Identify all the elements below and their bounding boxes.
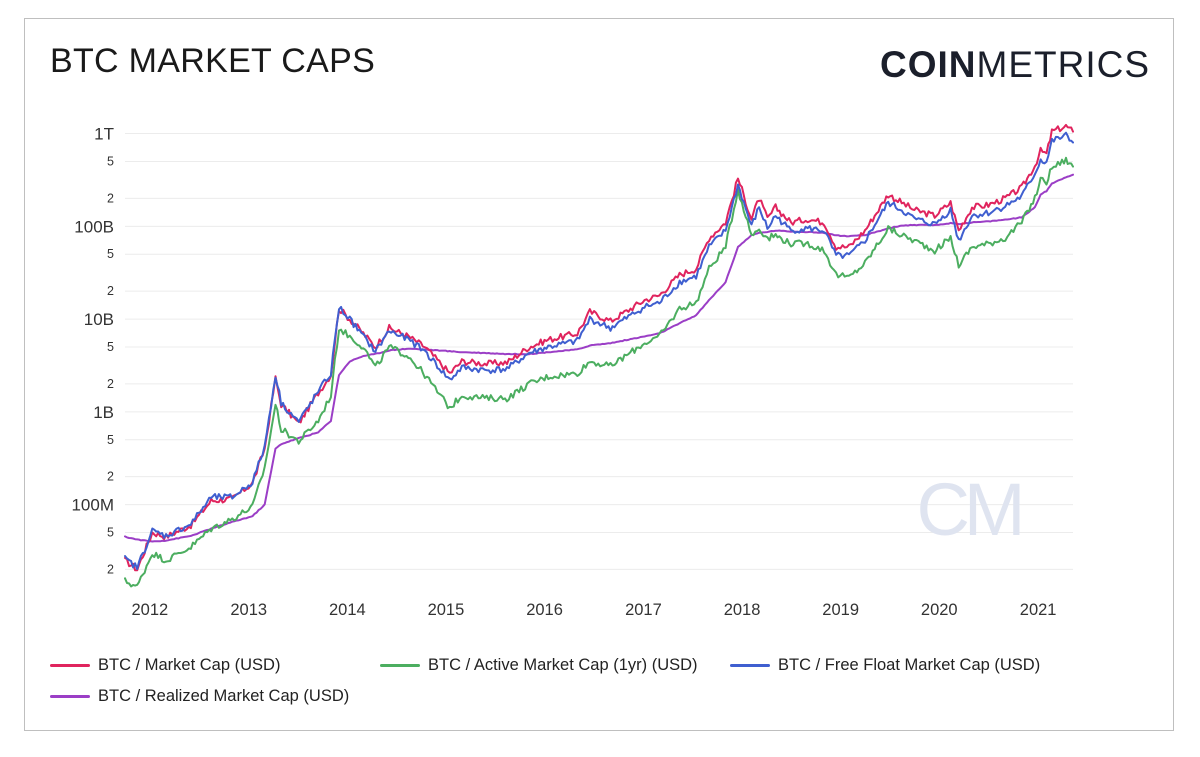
legend-item-realized-market-cap[interactable]: BTC / Realized Market Cap (USD) — [50, 687, 349, 706]
chart-card — [24, 18, 1174, 731]
x-tick-label: 2016 — [526, 601, 563, 619]
x-tick-label: 2019 — [822, 601, 859, 619]
legend-item-active-market-cap[interactable]: BTC / Active Market Cap (1yr) (USD) — [380, 656, 698, 675]
y-tick-label: 2 — [107, 562, 114, 576]
series-lines — [124, 123, 1074, 588]
y-axis-ticks: 2 5 100M 2 5 1B 2 5 10B 2 5 100B 2 5 1T — [71, 125, 114, 577]
series-line-market-cap — [124, 123, 1074, 572]
legend-item-free-float-market-cap[interactable]: BTC / Free Float Market Cap (USD) — [730, 656, 1040, 675]
watermark-logo: CM — [916, 468, 1025, 551]
y-tick-label: 10B — [84, 310, 114, 329]
y-tick-label: 100B — [74, 217, 114, 236]
x-tick-label: 2017 — [625, 601, 662, 619]
x-tick-label: 2012 — [131, 601, 168, 619]
x-axis-ticks: 2012 2013 2014 2015 2016 2017 2018 2019 2020 2021 — [131, 601, 1056, 619]
legend-item-market-cap[interactable]: BTC / Market Cap (USD) — [50, 656, 280, 675]
x-tick-label: 2013 — [230, 601, 267, 619]
y-tick-label: 100M — [71, 496, 114, 515]
legend-label-market-cap: BTC / Market Cap (USD) — [98, 656, 281, 674]
legend-swatch-free-float-market-cap — [730, 664, 770, 667]
x-tick-label: 2020 — [921, 601, 958, 619]
y-tick-label: 5 — [107, 247, 114, 261]
y-tick-label: 1T — [94, 125, 114, 144]
legend-swatch-realized-market-cap — [50, 695, 90, 698]
legend-label-realized-market-cap: BTC / Realized Market Cap (USD) — [98, 687, 350, 705]
y-tick-label: 5 — [107, 433, 114, 447]
legend-swatch-market-cap — [50, 664, 90, 667]
legend-label-free-float-market-cap: BTC / Free Float Market Cap (USD) — [778, 656, 1041, 674]
brand-logo: COINMETRICS — [880, 44, 1150, 86]
y-tick-label: 5 — [107, 154, 114, 168]
legend-label-active-market-cap: BTC / Active Market Cap (1yr) (USD) — [428, 656, 698, 674]
x-tick-label: 2021 — [1020, 601, 1057, 619]
brand-logo-bold: COIN — [880, 44, 977, 85]
x-tick-label: 2015 — [428, 601, 465, 619]
legend-swatch-active-market-cap — [380, 664, 420, 667]
y-tick-label: 1B — [93, 403, 114, 422]
y-tick-label: 5 — [107, 340, 114, 354]
watermark-text: CM — [916, 468, 1019, 551]
y-tick-label: 2 — [107, 470, 114, 484]
y-tick-label: 2 — [107, 284, 114, 298]
x-tick-label: 2014 — [329, 601, 366, 619]
x-tick-label: 2018 — [724, 601, 761, 619]
chart-title: BTC MARKET CAPS — [50, 42, 376, 80]
series-line-active-market-cap — [124, 156, 1074, 588]
y-tick-label: 2 — [107, 377, 114, 391]
series-line-realized-market-cap — [124, 173, 1074, 543]
series-line-free-float-market-cap — [124, 131, 1074, 571]
brand-logo-light: METRICS — [976, 44, 1150, 85]
y-tick-label: 2 — [107, 191, 114, 205]
y-tick-label: 5 — [107, 526, 114, 540]
